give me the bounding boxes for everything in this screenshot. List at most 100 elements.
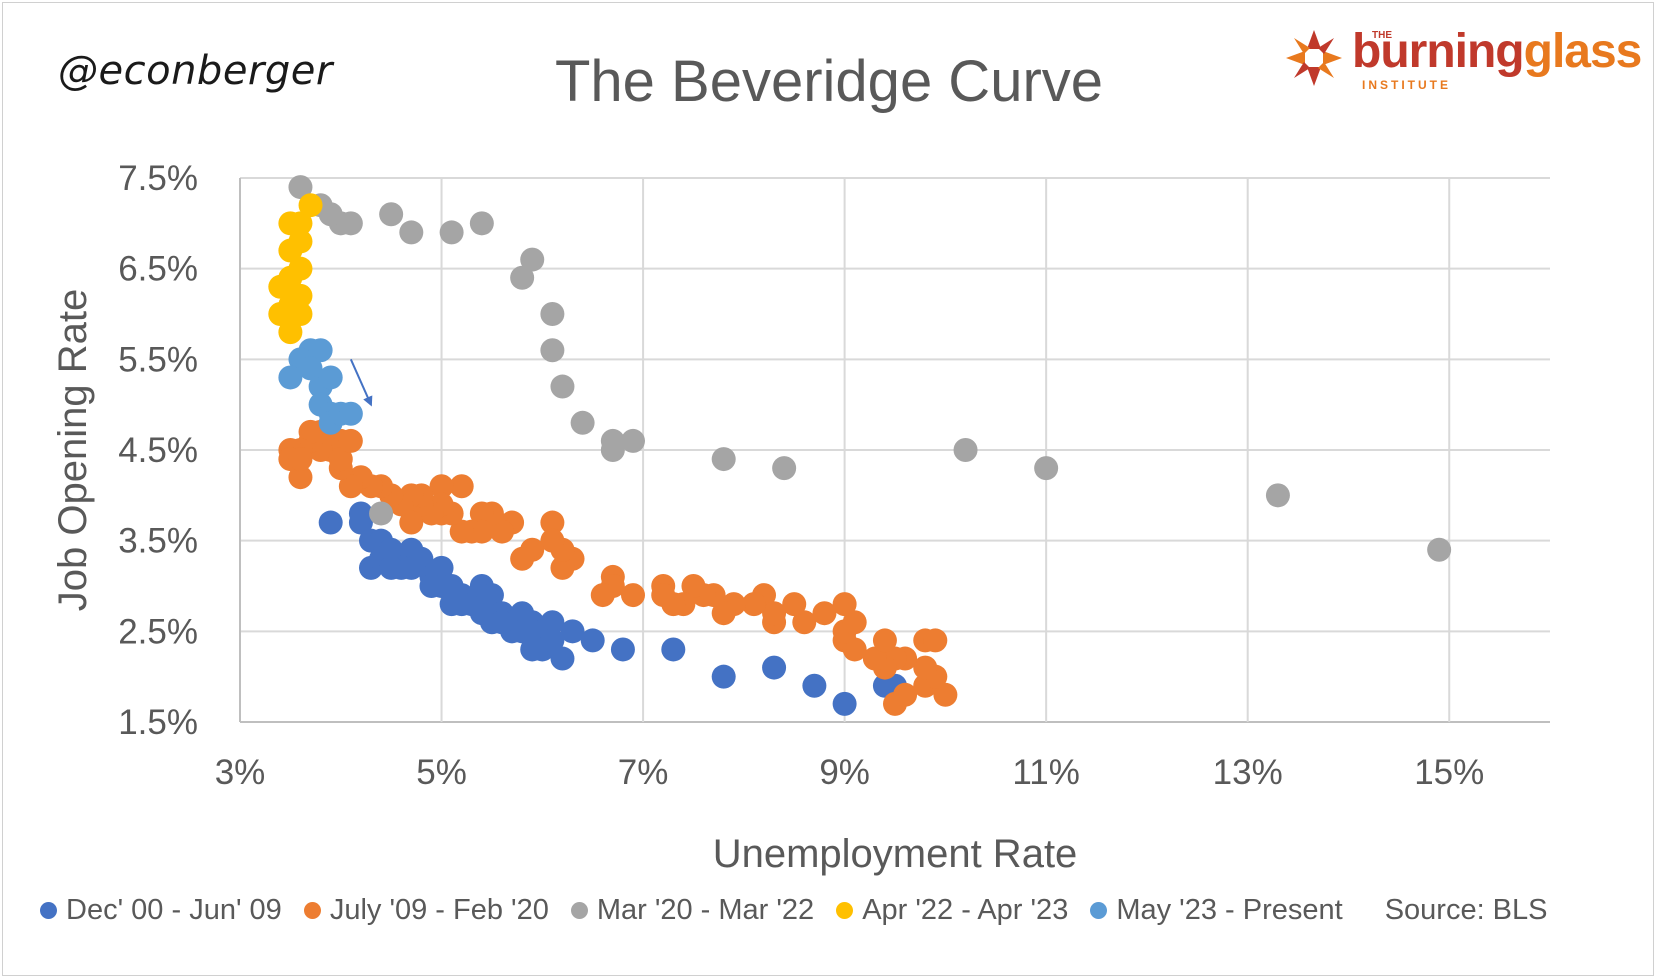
chart-title: The Beveridge Curve: [554, 49, 1104, 114]
data-point-series-0: [540, 628, 565, 653]
y-tick-label: 5.5%: [118, 340, 198, 379]
legend-marker-icon: [570, 902, 588, 919]
chart-legend: Dec' 00 - Jun' 09 July '09 - Feb '20 Mar '…: [40, 894, 1640, 927]
data-point-series-0: [540, 610, 565, 635]
data-point-series-2: [550, 374, 575, 399]
data-point-series-2: [621, 428, 645, 453]
data-point-series-3: [278, 211, 303, 236]
data-point-series-1: [923, 628, 948, 653]
data-point-series-0: [379, 555, 404, 580]
data-point-series-1: [792, 610, 817, 635]
data-point-series-4: [338, 401, 363, 426]
logo-wordmark: burningglass: [1352, 24, 1643, 79]
data-point-series-2: [600, 438, 625, 462]
legend-marker-icon: [1090, 902, 1108, 919]
legend-item: Dec' 00 - Jun' 09: [40, 894, 282, 927]
data-point-series-2: [469, 211, 494, 236]
data-point-series-1: [540, 528, 565, 553]
data-point-series-0: [409, 546, 434, 571]
data-point-series-1: [449, 519, 474, 544]
data-point-series-0: [429, 555, 454, 580]
y-tick-label: 6.5%: [118, 250, 198, 289]
data-point-series-1: [782, 592, 807, 617]
logo-the: THE: [1372, 30, 1392, 41]
data-point-series-3: [288, 302, 313, 326]
data-point-series-0: [560, 619, 585, 644]
y-axis-title: Job Opening Rate: [51, 289, 95, 611]
data-point-series-1: [832, 592, 857, 617]
data-point-series-0: [762, 655, 787, 680]
x-tick-label: 15%: [1414, 753, 1484, 792]
burning-glass-logo-icon: [1286, 30, 1342, 86]
logo-glass: glass: [1523, 25, 1643, 78]
x-tick-label: 9%: [819, 753, 870, 792]
data-point-series-0: [610, 637, 635, 662]
data-point-series-2: [540, 338, 565, 363]
data-point-series-1: [449, 474, 474, 499]
data-point-series-1: [550, 555, 575, 580]
data-point-series-1: [711, 601, 736, 626]
legend-item: Mar '20 - Mar '22: [570, 894, 815, 927]
data-point-series-1: [338, 474, 363, 499]
data-point-series-4: [308, 338, 333, 363]
data-point-series-1: [651, 583, 676, 608]
legend-item: Apr '22 - Apr '23: [836, 894, 1068, 927]
data-point-series-1: [842, 610, 867, 635]
data-point-series-2: [379, 202, 404, 227]
data-point-series-2: [288, 175, 313, 200]
data-point-series-4: [278, 365, 303, 390]
data-point-series-3: [298, 193, 323, 218]
data-point-series-0: [661, 637, 686, 662]
data-point-series-0: [348, 510, 373, 535]
data-point-series-2: [540, 302, 565, 326]
data-point-series-2: [953, 438, 978, 462]
y-tick-label: 1.5%: [118, 703, 198, 742]
x-tick-label: 13%: [1213, 753, 1283, 792]
data-point-series-4: [318, 365, 343, 390]
data-point-series-2: [510, 265, 535, 290]
data-point-series-1: [893, 682, 918, 707]
legend-item: May '23 - Present: [1090, 894, 1343, 927]
legend-label: July '09 - Feb '20: [329, 894, 549, 926]
legend-marker-icon: [40, 902, 57, 919]
data-point-series-2: [711, 447, 736, 472]
x-tick-label: 11%: [1012, 753, 1079, 792]
data-point-series-1: [681, 574, 706, 598]
data-point-series-1: [510, 546, 535, 571]
legend-label: Apr '22 - Apr '23: [862, 894, 1069, 926]
data-point-series-2: [1427, 537, 1452, 562]
legend-label: May '23 - Present: [1116, 894, 1343, 926]
y-tick-label: 4.5%: [118, 431, 198, 470]
y-tick-label: 2.5%: [118, 612, 198, 651]
data-point-series-0: [479, 583, 504, 608]
data-point-series-1: [338, 428, 363, 453]
data-point-series-2: [399, 220, 424, 245]
data-point-series-0: [832, 691, 857, 716]
data-point-series-1: [741, 592, 766, 617]
data-point-series-1: [842, 637, 867, 662]
legend-label: Mar '20 - Mar '22: [596, 894, 815, 926]
data-point-series-1: [862, 646, 887, 671]
data-point-series-3: [278, 320, 303, 345]
data-point-series-1: [540, 510, 565, 535]
data-point-series-2: [369, 501, 394, 526]
data-point-series-1: [913, 655, 938, 680]
annotation-arrow: [349, 358, 373, 407]
data-point-series-0: [711, 664, 736, 689]
data-point-series-0: [580, 628, 605, 653]
data-point-series-2: [1034, 456, 1059, 481]
data-point-series-3: [278, 238, 303, 263]
y-tick-label: 7.5%: [118, 159, 198, 198]
x-axis-title: Unemployment Rate: [713, 832, 1078, 876]
x-tick-label: 3%: [215, 753, 266, 792]
data-point-series-3: [268, 274, 293, 299]
data-point-series-0: [419, 574, 444, 598]
legend-item: July '09 - Feb '20: [303, 894, 549, 927]
x-tick-label: 5%: [416, 753, 467, 792]
data-point-series-0: [550, 646, 575, 671]
legend-marker-icon: [836, 902, 854, 919]
data-point-series-3: [268, 302, 293, 326]
author-handle: @econberger: [58, 48, 333, 94]
data-point-series-1: [469, 501, 494, 526]
